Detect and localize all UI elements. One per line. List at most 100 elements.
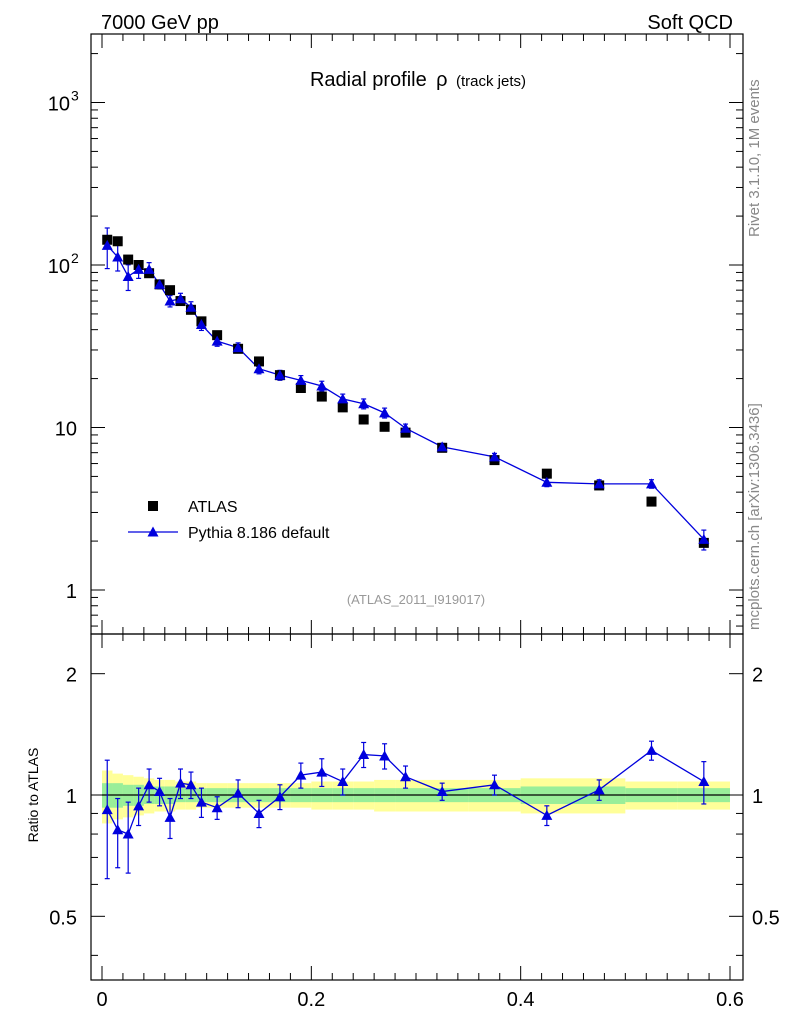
ratio-pythia-point xyxy=(232,787,244,798)
pythia-data-point xyxy=(143,263,155,274)
atlas-data-point xyxy=(337,402,348,413)
pythia-data-point xyxy=(175,293,186,304)
ratio-pythia-point xyxy=(541,809,553,820)
atlas-data-point xyxy=(295,383,306,394)
pythia-data-point xyxy=(593,478,605,489)
ratio-y-tick-label: 2 xyxy=(66,665,77,687)
ratio-pythia-point xyxy=(274,791,286,802)
ratio-pythia-point xyxy=(593,784,605,795)
atlas-data-point xyxy=(102,234,113,245)
legend-pythia-marker xyxy=(147,526,159,537)
x-axis-tick-label: 0.6 xyxy=(716,989,744,1011)
x-axis-tick-label: 0.2 xyxy=(297,989,325,1011)
ratio-pythia-point xyxy=(185,779,197,790)
ratio-y-tick-label: 0.5 xyxy=(49,907,77,929)
ratio-pythia-point xyxy=(379,750,391,761)
ratio-pythia-point xyxy=(316,766,328,777)
main-y-tick-exponent: 2 xyxy=(71,250,79,266)
ratio-pythia-point xyxy=(253,807,265,818)
ratio-pythia-point xyxy=(175,777,186,788)
pythia-data-point xyxy=(122,270,134,281)
ratio-frame xyxy=(90,633,744,981)
atlas-data-point xyxy=(379,421,390,432)
analysis-label: (ATLAS_2011_I919017) xyxy=(347,592,485,607)
main-y-tick-label: 10 xyxy=(48,94,70,116)
atlas-data-point xyxy=(646,496,657,507)
atlas-data-point xyxy=(212,330,223,341)
pythia-data-point xyxy=(211,335,223,346)
ratio-pythia-point xyxy=(358,749,370,760)
main-y-tick-label: 10 xyxy=(48,256,70,278)
mcplots-reference-label: mcplots.cern.ch [arXiv:1306.3436] xyxy=(746,403,763,630)
header-left-label: 7000 GeV pp xyxy=(101,12,219,34)
pythia-series-line xyxy=(106,244,705,540)
legend: ATLAS Pythia 8.186 default xyxy=(128,499,330,542)
pythia-data-point xyxy=(164,295,176,306)
pythia-data-point xyxy=(185,301,197,312)
plot-title-sub: (track jets) xyxy=(456,73,526,90)
pythia-data-point xyxy=(698,533,710,544)
ratio-pythia-point xyxy=(211,802,223,813)
atlas-data-point xyxy=(254,356,264,367)
legend-pythia-label: Pythia 8.186 default xyxy=(188,525,330,542)
pythia-data-point xyxy=(112,251,124,262)
pythia-data-point xyxy=(400,422,412,433)
pythia-data-point xyxy=(489,451,500,462)
ratio-pythia-point xyxy=(122,828,134,839)
ratio-panel: 0.5 0.5 1 1 2 2 0 0.2 0.4 0.6 xyxy=(49,633,780,1011)
pythia-data-point xyxy=(195,319,207,330)
pythia-data-point xyxy=(133,263,145,274)
main-y-tick-label: 1 xyxy=(66,581,77,603)
ratio-pythia-point xyxy=(154,786,166,797)
pythia-data-point xyxy=(295,374,307,385)
plot-title-symbol: ρ xyxy=(436,69,447,91)
ratio-y-tick-label: 1 xyxy=(66,786,77,808)
pythia-data-point xyxy=(232,342,244,353)
plot-title: Radial profile ρ (track jets) xyxy=(310,69,526,91)
atlas-data-point xyxy=(165,285,176,296)
pythia-data-point xyxy=(646,478,657,489)
header-right-label: Soft QCD xyxy=(647,12,733,34)
ratio-y-tick-label-right: 0.5 xyxy=(752,907,780,929)
ratio-y-tick-label-right: 1 xyxy=(752,786,763,808)
ratio-pythia-point xyxy=(400,771,412,782)
legend-atlas-marker xyxy=(148,501,158,511)
x-axis-tick-label: 0.4 xyxy=(507,989,535,1011)
ratio-pythia-point xyxy=(295,769,307,780)
main-y-tick-exponent: 3 xyxy=(71,88,79,104)
ratio-pythia-point xyxy=(436,786,448,797)
ratio-y-axis-label: Ratio to ATLAS xyxy=(25,748,41,843)
atlas-data-point xyxy=(316,391,327,402)
atlas-data-point xyxy=(541,468,552,479)
pythia-data-point xyxy=(358,398,370,409)
atlas-data-point xyxy=(358,414,369,425)
pythia-data-point xyxy=(154,278,166,289)
ratio-pythia-point xyxy=(133,800,145,811)
pythia-data-point xyxy=(337,393,349,404)
pythia-data-point xyxy=(316,380,328,391)
legend-atlas-label: ATLAS xyxy=(188,499,238,516)
pythia-data-point xyxy=(541,476,553,487)
atlas-data-point xyxy=(112,236,123,247)
plot-title-main: Radial profile xyxy=(310,69,427,91)
pythia-data-point xyxy=(379,407,391,418)
ratio-pythia-point xyxy=(698,776,710,787)
main-frame xyxy=(90,33,744,635)
ratio-y-tick-label-right: 2 xyxy=(752,665,763,687)
pythia-data-point xyxy=(436,441,448,452)
ratio-pythia-point xyxy=(112,824,124,835)
rivet-version-label: Rivet 3.1.10, 1M events xyxy=(746,79,763,237)
pythia-data-point xyxy=(253,363,265,374)
main-y-tick-label: 10 xyxy=(55,419,77,441)
ratio-pythia-point xyxy=(164,811,176,822)
ratio-pythia-point xyxy=(143,779,155,790)
ratio-pythia-point xyxy=(646,744,657,755)
x-axis-tick-label: 0 xyxy=(96,989,107,1011)
atlas-data-point xyxy=(123,254,134,265)
ratio-pythia-point xyxy=(337,776,349,787)
pythia-data-point xyxy=(274,369,286,380)
ratio-pythia-point xyxy=(489,779,500,790)
pythia-data-point xyxy=(101,239,113,250)
